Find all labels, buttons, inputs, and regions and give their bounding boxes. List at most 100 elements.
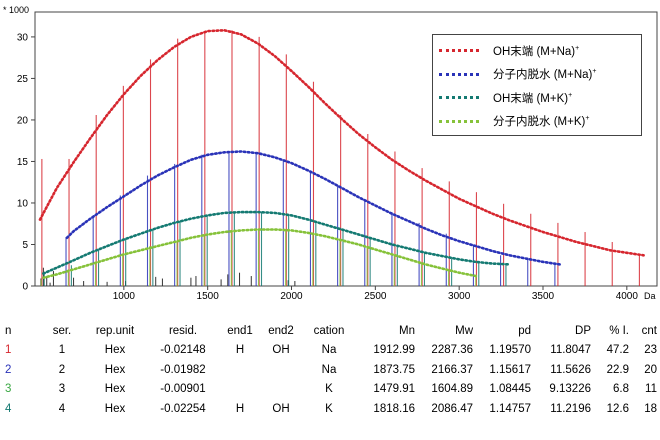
legend-label: OH末端 (M+K)+: [493, 91, 573, 105]
column-header-mw: Mw: [455, 324, 473, 337]
cell-pi: 6.8: [613, 383, 629, 396]
mass-spectrum-chart: 0 5 10 15 20 25 30 1000 1500 2000 2500 3000 3500 4000…: [3, 5, 658, 302]
cell-end2: OH: [272, 344, 290, 357]
y-tick-label: 0: [22, 282, 28, 293]
x-tick-label: 1500: [197, 291, 220, 302]
legend-label: 分子内脱水 (M+Na)+: [493, 68, 597, 82]
table-row: 2 2 Hex -0.01982 Na 1873.75 2166.37 1.15617 11.5…: [0, 360, 657, 380]
cell-ser: 4: [58, 402, 66, 415]
cell-mn: 1818.16: [373, 402, 415, 415]
cell-dp: 11.5626: [550, 363, 591, 376]
cell-dp: 11.2196: [550, 402, 591, 415]
cell-ser: 2: [58, 363, 66, 376]
table-row: 1 1 Hex -0.02148 H OH Na 1912.99 2287.36 1.19570 1…: [0, 341, 657, 361]
x-tick-label: 1000: [113, 291, 136, 302]
cell-end1: H: [235, 402, 245, 415]
legend-swatch: [439, 119, 479, 123]
column-header-ser: ser.: [52, 324, 72, 337]
legend-item-2: 分子内脱水 (M+Na)+: [439, 63, 635, 87]
cell-mn: 1912.99: [373, 344, 415, 357]
axes: 0 5 10 15 20 25 30 1000 1500 2000 2500 3000 3500 4000: [17, 32, 639, 302]
legend-item-1: OH末端 (M+Na)+: [439, 39, 635, 63]
column-header-pi: % I.: [609, 324, 629, 337]
cell-unit: Hex: [104, 402, 126, 415]
y-tick-label: 20: [17, 115, 29, 126]
legend-swatch: [439, 49, 479, 53]
y-tick-label: 25: [17, 74, 29, 85]
cell-pd: 1.15617: [489, 363, 531, 376]
column-header-dp: DP: [575, 324, 591, 337]
legend-swatch: [439, 72, 479, 76]
cell-mw: 2086.47: [431, 402, 473, 415]
cell-cnt: 20: [644, 363, 657, 376]
table-row: 3 3 Hex -0.00901 K 1479.91 1604.89 1.08445 9.132…: [0, 380, 657, 400]
legend-swatch: [439, 96, 479, 100]
y-multiplier-label: * 1000: [3, 5, 29, 15]
cell-end2: OH: [272, 402, 290, 415]
cell-pd: 1.08445: [489, 383, 531, 396]
cell-end1: [221, 360, 259, 380]
cell-unit: Hex: [104, 344, 126, 357]
cell-ser: 1: [58, 344, 66, 357]
y-tick-label: 30: [17, 32, 29, 43]
column-header-pd: pd: [518, 324, 531, 337]
cell-n: 3: [5, 383, 12, 396]
cell-cation: Na: [321, 363, 337, 376]
column-header-unit: rep.unit: [95, 324, 135, 337]
cell-mw: 1604.89: [431, 383, 473, 396]
legend-item-4: 分子内脱水 (M+K)+: [439, 110, 635, 134]
cell-end1: [221, 380, 259, 400]
cell-resid: -0.02148: [160, 344, 206, 357]
cell-cation: K: [325, 383, 333, 396]
cell-cnt: 18: [644, 402, 657, 415]
series-curve-1: [38, 28, 645, 257]
y-tick-label: 10: [17, 198, 29, 209]
cell-pi: 22.9: [606, 363, 629, 376]
x-tick-label: 2500: [364, 291, 387, 302]
series-curve-4: [42, 228, 478, 280]
cell-unit: Hex: [104, 383, 126, 396]
cell-resid: -0.01982: [160, 363, 206, 376]
cell-unit: Hex: [104, 363, 126, 376]
series-curve-2: [65, 150, 562, 266]
cell-mw: 2166.37: [431, 363, 473, 376]
cell-mn: 1873.75: [373, 363, 415, 376]
cell-n: 2: [5, 363, 12, 376]
column-header-end2: end2: [268, 324, 294, 337]
cell-resid: -0.02254: [160, 402, 206, 415]
series-curves: [38, 28, 645, 280]
plot-frame: [34, 11, 658, 287]
legend-item-3: OH末端 (M+K)+: [439, 86, 635, 110]
cell-end2: [259, 380, 303, 400]
cell-n: 4: [5, 402, 12, 415]
cell-pi: 47.2: [606, 344, 629, 357]
cell-mn: 1479.91: [373, 383, 415, 396]
column-header-end1: end1: [227, 324, 253, 337]
cell-cation: Na: [321, 344, 337, 357]
cell-n: 1: [5, 344, 12, 357]
column-header-mn: Mn: [399, 324, 415, 337]
cell-end1: H: [235, 344, 245, 357]
y-tick-label: 5: [22, 240, 28, 251]
column-header-resid: resid.: [168, 324, 198, 337]
cell-cnt: 11: [645, 383, 657, 396]
cell-pi: 12.6: [606, 402, 629, 415]
x-unit-label: Da: [644, 291, 656, 301]
noise-peaks: [40, 267, 296, 286]
x-tick-label: 3000: [448, 291, 471, 302]
legend-label: 分子内脱水 (M+K)+: [493, 115, 590, 129]
x-tick-label: 4000: [616, 291, 639, 302]
cell-cation: K: [325, 402, 333, 415]
cell-ser: 3: [58, 383, 66, 396]
cell-dp: 11.8047: [550, 344, 591, 357]
x-tick-label: 3500: [532, 291, 555, 302]
series-curve-3: [42, 210, 511, 275]
x-tick-label: 2000: [280, 291, 303, 302]
results-table: n ser. rep.unit resid. end1 end2 cation Mn Mw pd D…: [0, 321, 660, 419]
table-row: 4 4 Hex -0.02254 H OH K 1818.16 2086.47 1.14757 11…: [0, 399, 657, 419]
legend-label: OH末端 (M+Na)+: [493, 44, 580, 58]
cell-end2: [259, 360, 303, 380]
column-header-cnt: cnt: [641, 324, 657, 337]
cell-dp: 9.13226: [549, 383, 591, 396]
results-header-row: n ser. rep.unit resid. end1 end2 cation Mn Mw pd D…: [0, 321, 657, 341]
